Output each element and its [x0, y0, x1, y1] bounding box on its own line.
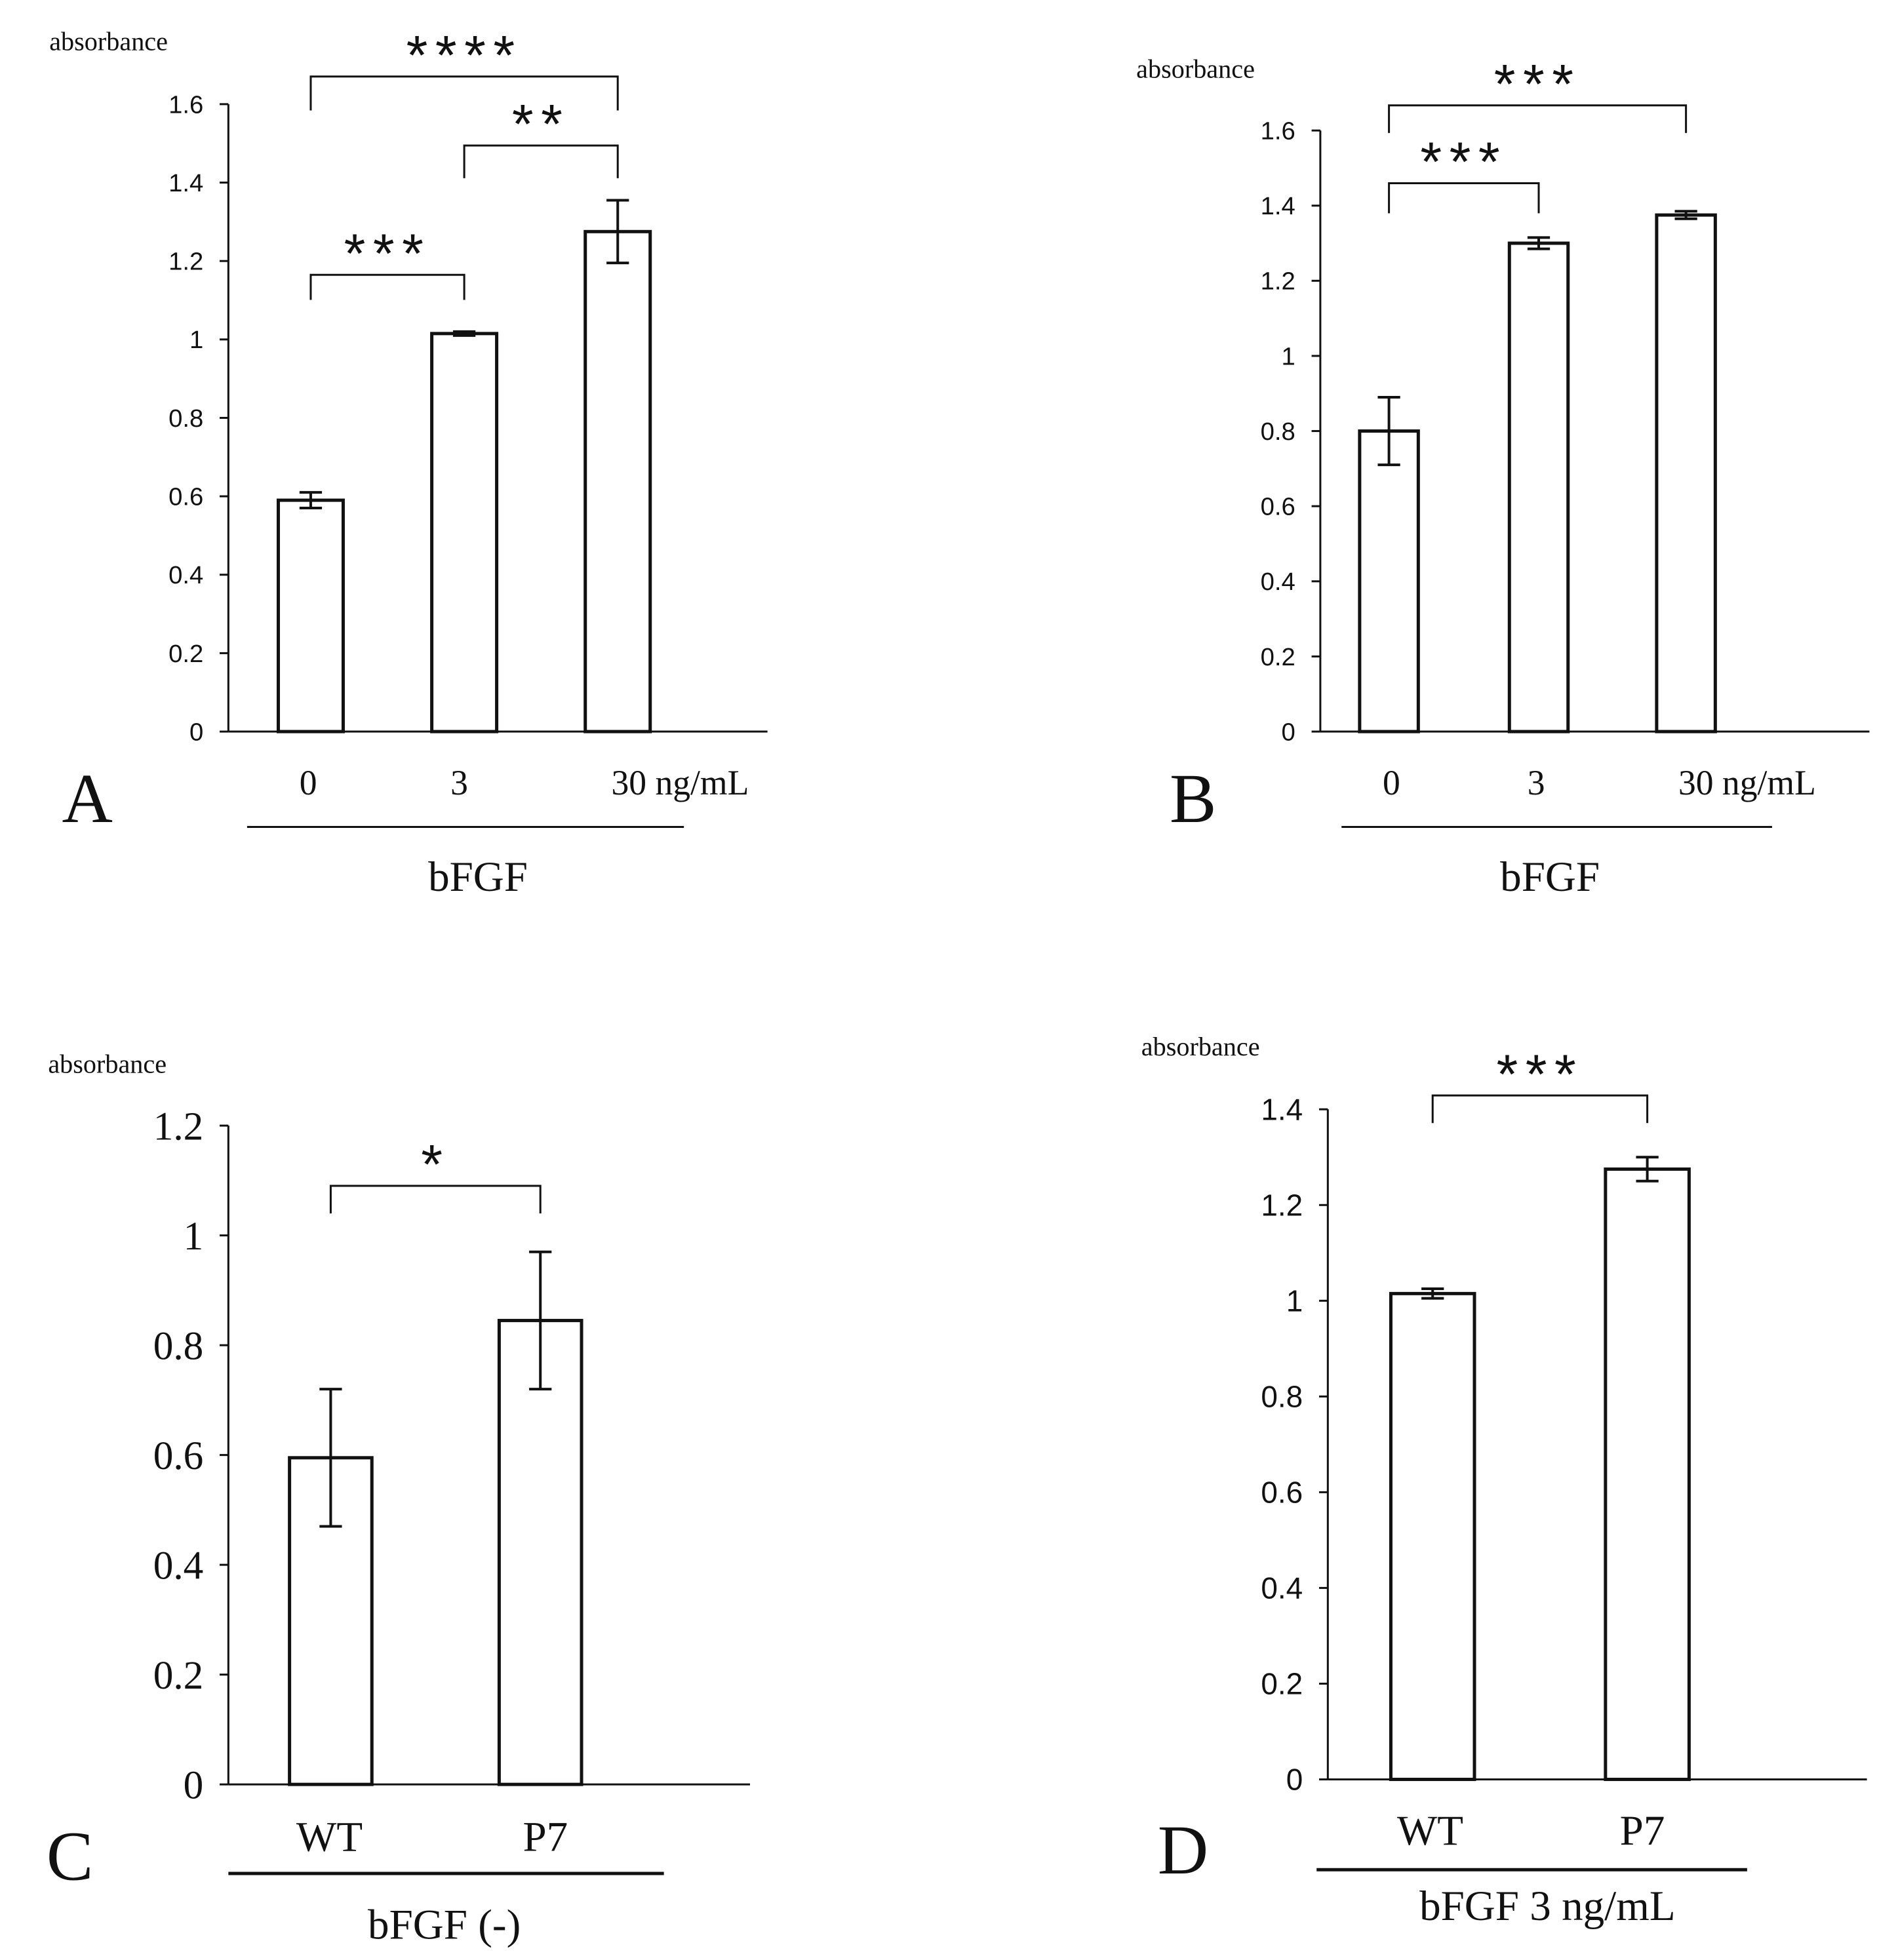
y-tick-label: 1.2: [1261, 1188, 1303, 1222]
y-tick-label: 0.4: [168, 561, 203, 589]
y-tick-label: 0.6: [153, 1434, 204, 1478]
y-tick-label: 0.6: [1261, 493, 1295, 521]
y-tick-label: 1.2: [153, 1105, 204, 1149]
y-tick-label: 1.4: [1261, 192, 1295, 220]
y-tick-label: 0.2: [1261, 1667, 1303, 1701]
y-tick-label: 1.6: [1261, 117, 1295, 145]
y-tick-label: 1.4: [1261, 1092, 1303, 1126]
y-axis-label: absorbance: [1141, 1032, 1260, 1061]
y-tick-label: 0.4: [1261, 1571, 1303, 1605]
significance-label: ****: [406, 24, 523, 86]
y-axis-label: absorbance: [49, 27, 168, 56]
x-category-label: 30 ng/mL: [611, 763, 749, 802]
bar-30-ng-ml: [583, 229, 652, 734]
panel-a: absorbance 0 0.2 0.4 0.6 0.8 1 1.2 1.4 1.6 0 3 30 ng…: [49, 24, 768, 901]
significance-label: ***: [344, 222, 431, 284]
y-tick-label: 0.2: [1261, 643, 1295, 671]
panel-d: absorbance 0 0.2 0.4 0.6 0.8 1 1.2 1.4 WT P7 bFGF 3…: [1141, 1032, 1867, 1930]
y-tick-label: 0: [184, 1763, 204, 1808]
bar-wt: [1389, 1291, 1476, 1781]
x-category-label: WT: [296, 1814, 363, 1861]
x-category-label: WT: [1397, 1807, 1463, 1854]
x-category-label: 0: [300, 763, 317, 802]
panel-b: absorbance 0 0.2 0.4 0.6 0.8 1 1.2 1.4 1.6 0 3 30 ng…: [1136, 53, 1870, 901]
x-category-label: P7: [523, 1814, 568, 1861]
bar-3: [430, 332, 499, 734]
panel-letter: A: [62, 760, 113, 838]
bar-p7: [497, 1318, 583, 1786]
significance-label: ***: [1420, 131, 1507, 193]
significance-label: *: [421, 1133, 450, 1195]
x-category-label: 0: [1383, 763, 1400, 802]
group-label: bFGF: [1500, 853, 1600, 901]
y-tick-label: 0.6: [168, 483, 203, 511]
y-tick-label: 1.2: [168, 248, 203, 276]
significance-label: ***: [1497, 1043, 1584, 1105]
y-tick-label: 0.4: [1261, 568, 1295, 596]
panel-letter: C: [47, 1818, 94, 1896]
x-category-label: 30 ng/mL: [1678, 763, 1816, 802]
group-label: bFGF: [428, 853, 528, 901]
significance-bracket: [1431, 1094, 1649, 1124]
group-label: bFGF 3 ng/mL: [1419, 1883, 1676, 1930]
y-tick-label: 0: [1282, 718, 1295, 746]
bar-p7: [1604, 1167, 1691, 1781]
y-tick-label: 1: [189, 326, 203, 354]
significance-label: **: [512, 93, 570, 155]
y-tick-label: 0.2: [168, 640, 203, 668]
y-tick-label: 0.2: [153, 1653, 204, 1698]
significance-label: ***: [1494, 53, 1581, 115]
y-axis-label: absorbance: [48, 1049, 167, 1079]
y-tick-label: 1.4: [168, 169, 203, 197]
y-tick-label: 0.8: [1261, 1379, 1303, 1413]
significance-bracket: [463, 144, 619, 178]
y-tick-label: 0: [1286, 1763, 1303, 1797]
significance-bracket: [1388, 104, 1688, 133]
significance-bracket: [329, 1185, 542, 1214]
x-category-label: 3: [1528, 763, 1545, 802]
significance-bracket: [1388, 182, 1540, 214]
panel-letter: D: [1158, 1811, 1208, 1889]
y-axis-label: absorbance: [1136, 54, 1255, 84]
y-tick-label: 0.8: [1261, 418, 1295, 446]
y-tick-label: 0.4: [153, 1544, 204, 1588]
bar-30-ng-ml: [1655, 213, 1717, 734]
y-tick-label: 1: [1286, 1284, 1303, 1318]
y-tick-label: 1: [1282, 342, 1295, 370]
bar-0: [276, 498, 345, 734]
y-tick-label: 1: [184, 1214, 204, 1259]
significance-bracket: [309, 273, 465, 300]
group-label: bFGF (-): [368, 1902, 521, 1949]
y-tick-label: 0.8: [168, 404, 203, 433]
bar-3: [1507, 241, 1570, 734]
x-category-label: 3: [450, 763, 468, 802]
x-category-label: P7: [1620, 1807, 1665, 1854]
y-tick-label: 1.6: [168, 90, 203, 119]
panel-letter: B: [1170, 760, 1217, 838]
y-tick-label: 0.6: [1261, 1475, 1303, 1509]
bar-0: [1358, 429, 1420, 734]
y-tick-label: 0: [189, 718, 203, 746]
significance-bracket: [309, 75, 619, 111]
y-tick-label: 1.2: [1261, 267, 1295, 296]
y-tick-label: 0.8: [153, 1324, 204, 1369]
